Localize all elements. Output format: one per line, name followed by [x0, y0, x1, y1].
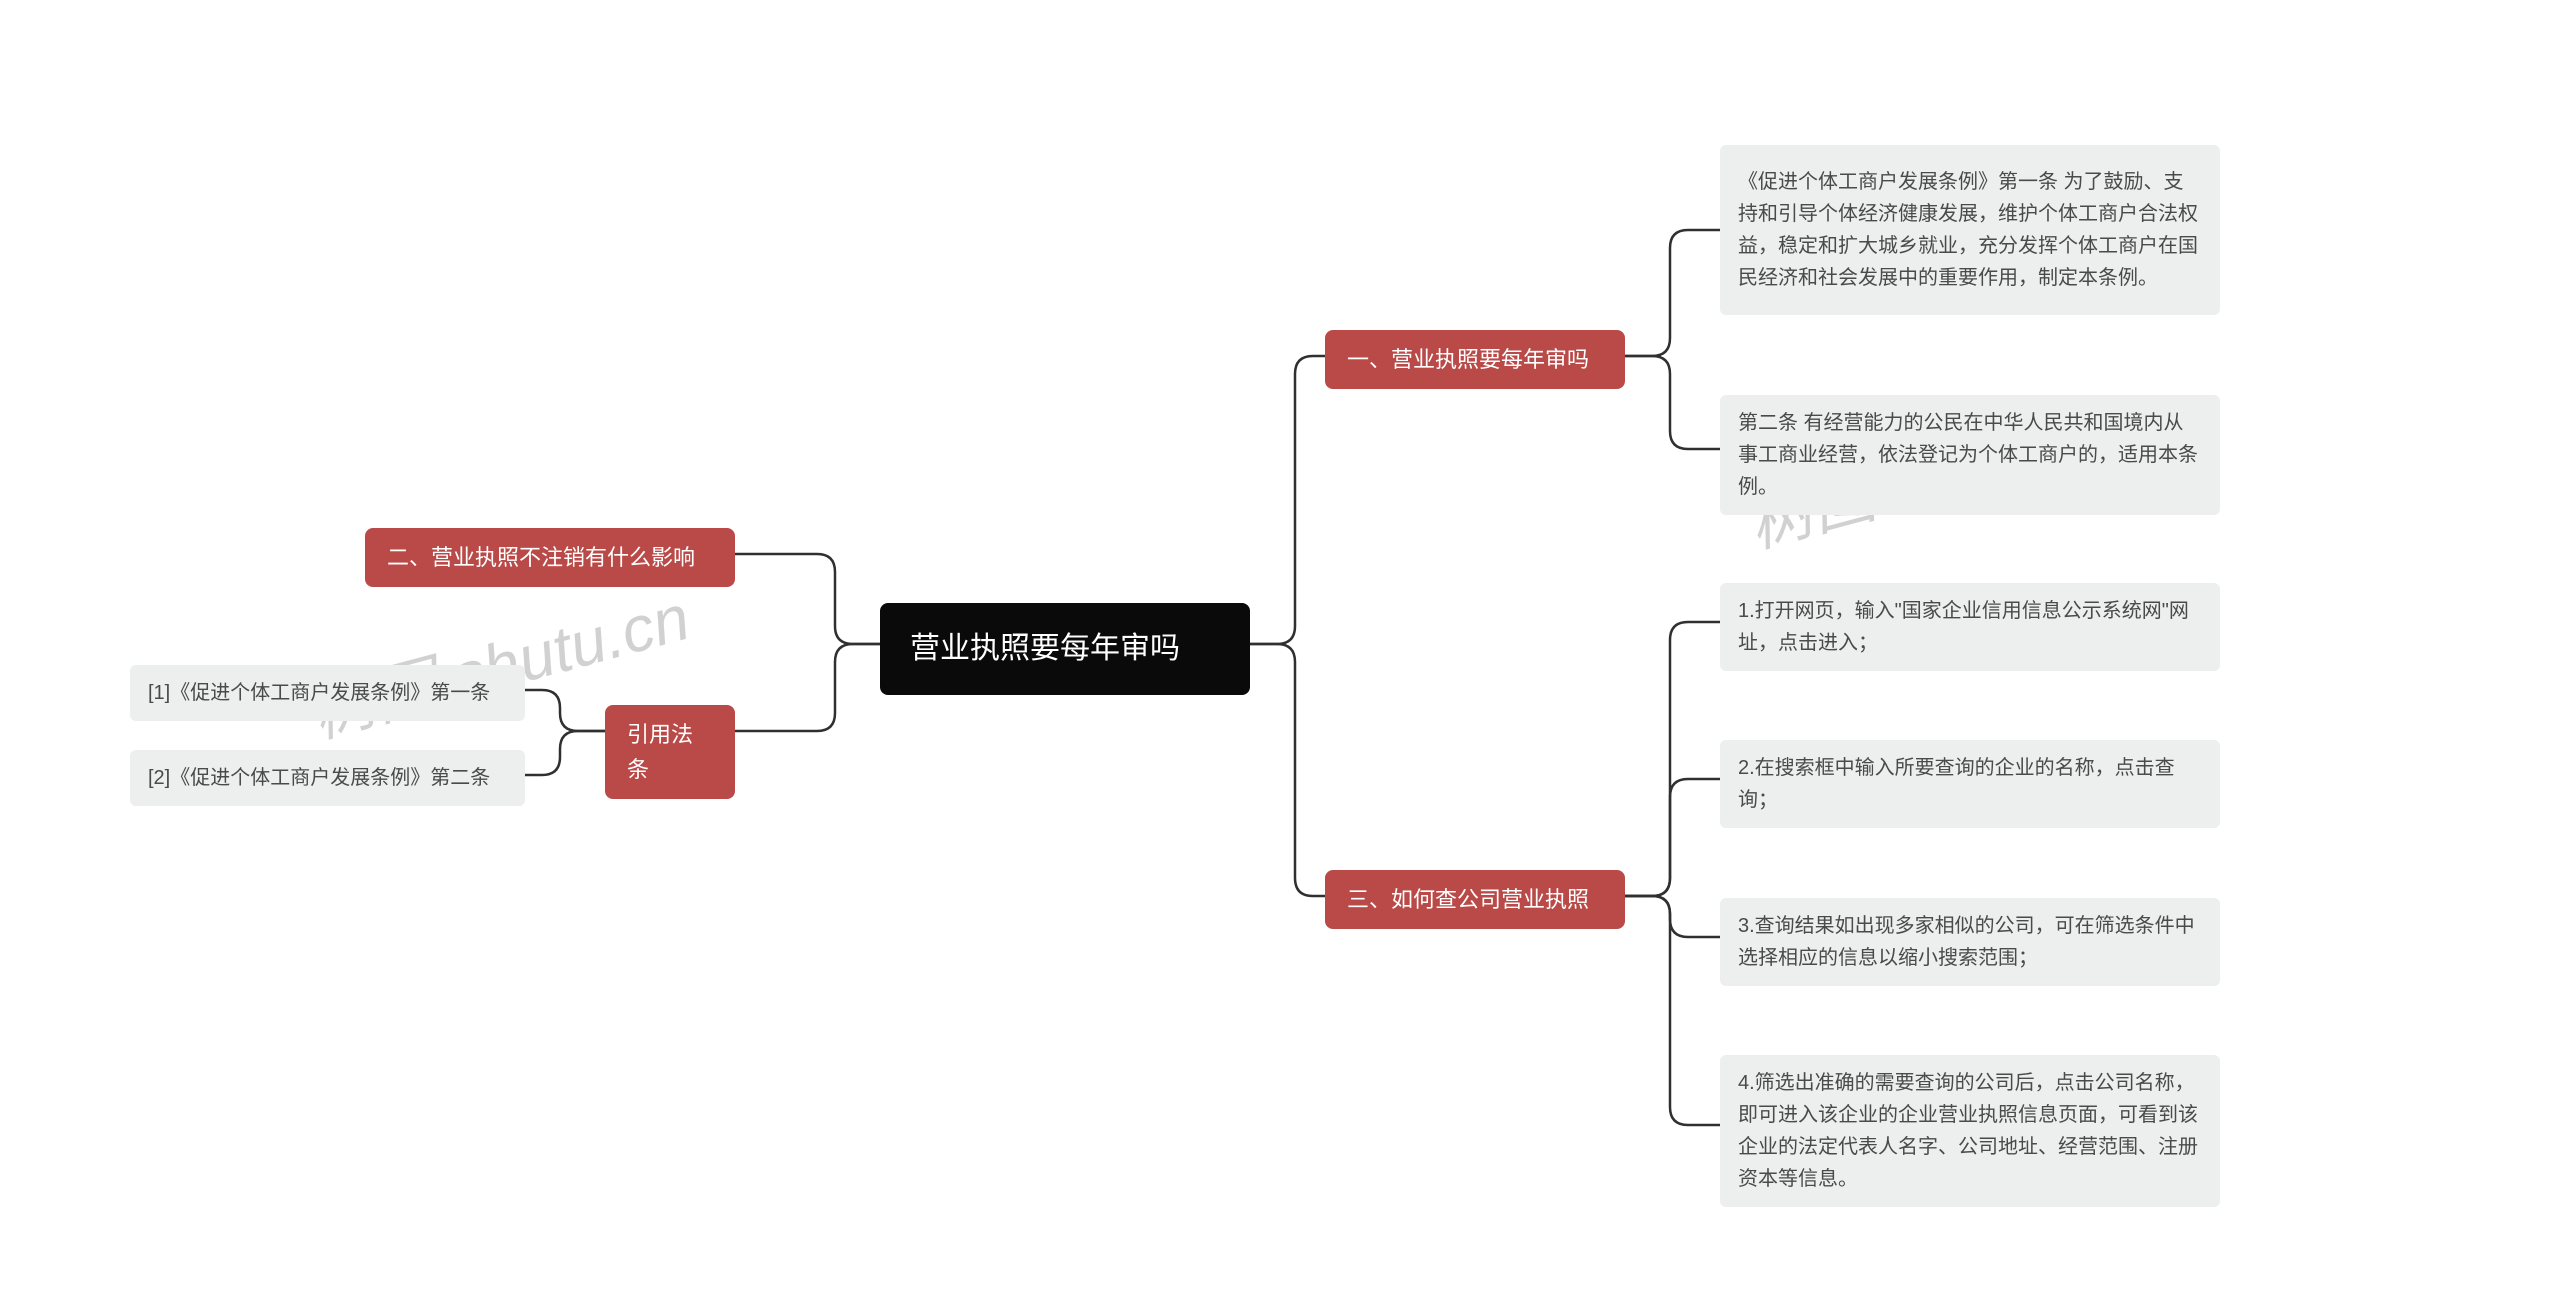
leaf-r1a: 《促进个体工商户发展条例》第一条 为了鼓励、支持和引导个体经济健康发展，维护个体…	[1720, 145, 2220, 315]
leaf-r2d: 4.筛选出准确的需要查询的公司后，点击公司名称，即可进入该企业的企业营业执照信息…	[1720, 1055, 2220, 1207]
leaf-r2c: 3.查询结果如出现多家相似的公司，可在筛选条件中选择相应的信息以缩小搜索范围；	[1720, 898, 2220, 986]
leaf-l2b: [2]《促进个体工商户发展条例》第二条	[130, 750, 525, 806]
leaf-r2a: 1.打开网页，输入"国家企业信用信息公示系统网"网址，点击进入；	[1720, 583, 2220, 671]
branch-r1: 一、营业执照要每年审吗	[1325, 330, 1625, 389]
branch-r2: 三、如何查公司营业执照	[1325, 870, 1625, 929]
branch-l2: 引用法条	[605, 705, 735, 799]
leaf-l2a: [1]《促进个体工商户发展条例》第一条	[130, 665, 525, 721]
branch-l1: 二、营业执照不注销有什么影响	[365, 528, 735, 587]
leaf-r2b: 2.在搜索框中输入所要查询的企业的名称，点击查询；	[1720, 740, 2220, 828]
leaf-r1b: 第二条 有经营能力的公民在中华人民共和国境内从事工商业经营，依法登记为个体工商户…	[1720, 395, 2220, 515]
root-node: 营业执照要每年审吗	[880, 603, 1250, 695]
